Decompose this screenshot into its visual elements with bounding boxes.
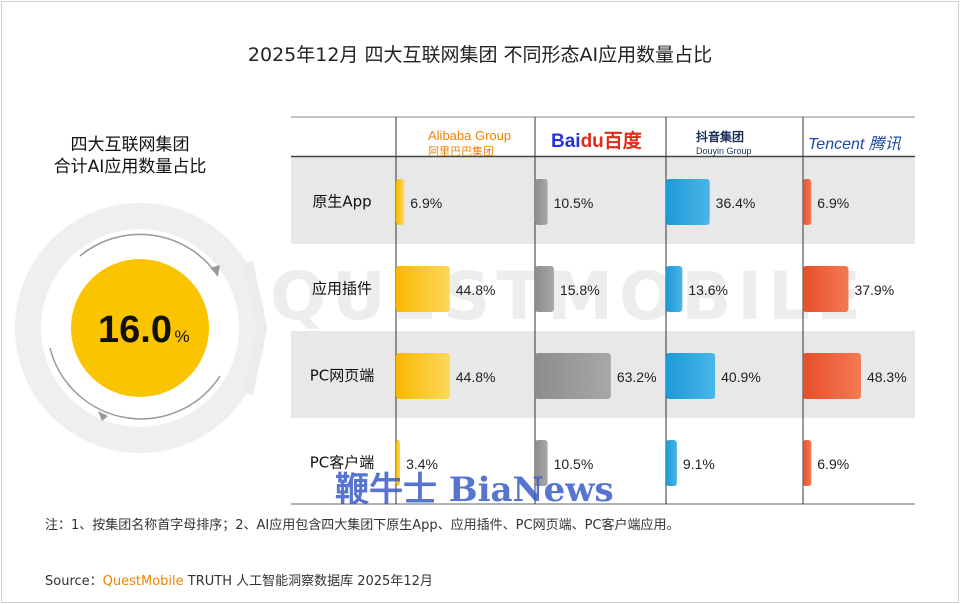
- category-label: 原生App: [312, 193, 371, 211]
- summary-unit: %: [174, 327, 189, 346]
- bar: [396, 266, 450, 312]
- data-label: 3.4%: [406, 456, 438, 472]
- summary-title: 四大互联网集团 合计AI应用数量占比: [40, 134, 220, 178]
- source-rest: TRUTH 人工智能洞察数据库 2025年12月: [183, 574, 433, 589]
- category-label: 应用插件: [312, 280, 372, 298]
- bar: [396, 179, 405, 225]
- data-label: 13.6%: [688, 282, 728, 298]
- data-label: 37.9%: [854, 282, 894, 298]
- watermark: QUESTMOBILE: [270, 258, 868, 335]
- source-brand: QuestMobile: [102, 574, 184, 589]
- baidu-logo-part2: du: [580, 131, 604, 152]
- chart-title: 2025年12月 四大互联网集团 不同形态AI应用数量占比: [247, 44, 713, 66]
- bar: [396, 353, 450, 399]
- summary-title-line1: 四大互联网集团: [70, 135, 190, 155]
- data-label: 10.5%: [554, 456, 594, 472]
- category-label: PC网页端: [310, 367, 375, 385]
- bar: [803, 440, 812, 486]
- footnote: 注：1、按集团名称首字母排序；2、AI应用包含四大集团下原生App、应用插件、P…: [45, 518, 680, 533]
- data-label: 40.9%: [721, 369, 761, 385]
- bar: [666, 266, 683, 312]
- data-label: 6.9%: [817, 456, 849, 472]
- arc-arrow-top: [210, 265, 220, 276]
- bar: [535, 179, 548, 225]
- alibaba-logo-text: Alibaba Group: [428, 128, 512, 143]
- bar: [535, 266, 554, 312]
- alibaba-logo-sub: 阿里巴巴集团: [428, 146, 494, 158]
- category-label: PC客户端: [310, 454, 375, 472]
- tencent-logo: Tencent 腾讯: [808, 136, 901, 153]
- data-label: 63.2%: [617, 369, 657, 385]
- alibaba-logo: Alibaba Group 阿里巴巴集团: [428, 128, 511, 159]
- bar: [535, 440, 548, 486]
- data-label: 48.3%: [867, 369, 907, 385]
- douyin-logo-text: 抖音集团: [696, 130, 745, 144]
- douyin-logo-en: Douyin Group: [696, 146, 752, 156]
- bar: [803, 179, 812, 225]
- douyin-logo: 抖音集团 Douyin Group: [696, 128, 752, 156]
- bianews-watermark: 鞭牛士 BiaNews: [335, 470, 614, 510]
- summary-circle: [71, 259, 209, 397]
- baidu-logo: Baidu百度: [551, 126, 642, 153]
- bar: [535, 353, 611, 399]
- data-label: 9.1%: [683, 456, 715, 472]
- baidu-logo-part3: 百度: [603, 131, 642, 152]
- data-label: 6.9%: [817, 195, 849, 211]
- data-label: 36.4%: [716, 195, 756, 211]
- source-prefix: Source：: [45, 574, 103, 589]
- baidu-logo-part1: Bai: [551, 131, 581, 152]
- data-label: 44.8%: [456, 369, 496, 385]
- data-label: 6.9%: [410, 195, 442, 211]
- summary-title-line2: 合计AI应用数量占比: [53, 157, 207, 177]
- watermark-ring: [15, 203, 265, 453]
- data-label: 15.8%: [560, 282, 600, 298]
- bar: [666, 353, 716, 399]
- source-line: Source：QuestMobile TRUTH 人工智能洞察数据库 2025年…: [45, 570, 433, 589]
- bar: [803, 266, 849, 312]
- progress-arc-bottom: [49, 347, 221, 420]
- watermark-chevron: [243, 260, 268, 396]
- data-label: 10.5%: [554, 195, 594, 211]
- summary-value: 16.0: [98, 309, 172, 351]
- data-label: 44.8%: [456, 282, 496, 298]
- arc-arrow-bottom: [98, 411, 108, 421]
- bar: [666, 179, 710, 225]
- bar: [396, 440, 401, 486]
- bar: [666, 440, 677, 486]
- progress-arc-top: [79, 233, 219, 277]
- bar: [803, 353, 861, 399]
